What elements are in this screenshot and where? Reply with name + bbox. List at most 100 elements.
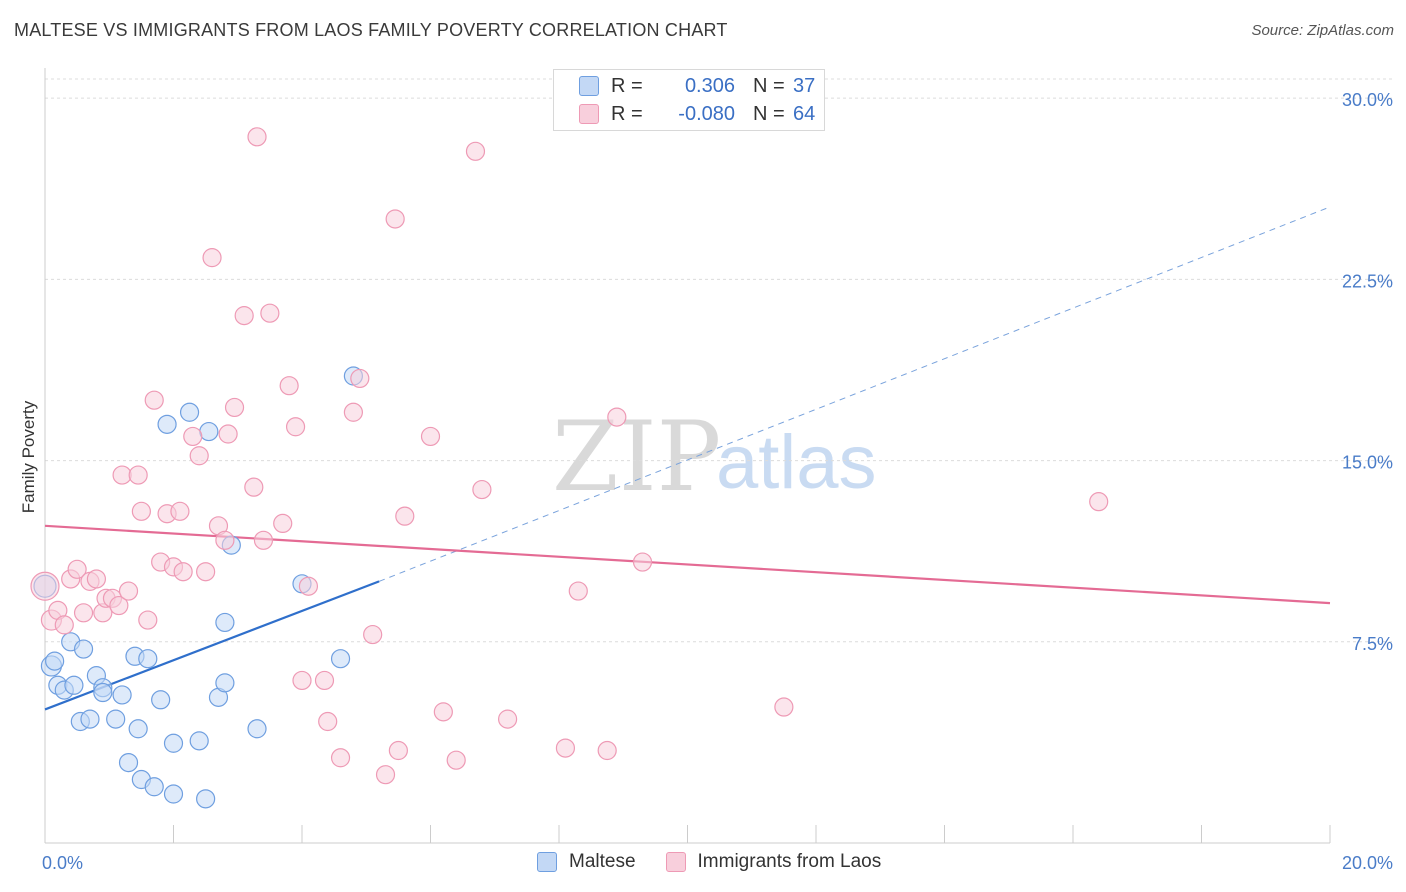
maltese-point [330,649,351,669]
maltese-point [118,752,139,773]
legend-n-value: 64 [793,102,816,125]
laos-point [420,426,441,447]
laos-point [388,740,408,761]
maltese-point [189,731,209,751]
maltese-point [93,682,113,703]
watermark: ZIP atlas [552,401,877,513]
laos-point [465,141,486,161]
maltese-point [199,421,219,442]
laos-point [144,390,164,410]
y-tick-label: 7.5% [1352,634,1393,654]
laos-point [196,562,216,582]
chart-title: MALTESE VS IMMIGRANTS FROM LAOS FAMILY P… [14,20,728,40]
laos-point [234,306,254,326]
laos-point [350,368,370,389]
laos-point [285,417,306,437]
laos-point [607,407,627,427]
legend-row-maltese: R = 0.306 N = 37 [554,72,815,100]
maltese-point [151,690,171,710]
laos-point [183,426,203,447]
laos-point [67,559,87,579]
maltese-point [128,719,148,739]
maltese-point [215,612,235,633]
laos-point [170,501,190,521]
maltese-point [157,414,177,434]
axes [44,68,1331,844]
x-tick-label: 0.0% [42,853,83,873]
legend-r-value: 0.306 [684,74,735,97]
laos-point [385,209,405,229]
laos-point [109,595,129,616]
laos-point [433,702,453,722]
axis-labels: 7.5% 15.0% 22.5% 30.0% 0.0% 20.0% Family Pover… [19,90,1393,873]
legend-r-value: -0.080 [678,102,735,125]
source-credit: Source: ZipAtlas.com [1251,22,1394,39]
y-tick-label: 22.5% [1342,271,1393,291]
legend-row-laos: R = -0.080 N = 64 [554,100,815,128]
laos-point [555,738,576,758]
laos-point [173,562,193,582]
laos-point [112,465,132,485]
maltese-point [144,777,164,797]
laos-point [224,397,245,418]
laos-point [343,402,363,422]
laos-point [498,709,518,729]
laos-point [279,376,299,396]
legend-n-value: 37 [793,74,816,97]
laos-point [30,571,60,601]
maltese-point [64,675,84,695]
series-swatch-blue [537,852,557,872]
series-legend-maltese[interactable]: Maltese [537,851,636,873]
maltese-point [138,649,158,669]
laos-point [73,603,94,623]
legend-r-label: R = [611,102,643,125]
laos-point [298,576,319,596]
maltese-point [80,709,100,729]
laos-point [128,465,148,485]
laos-point [189,446,209,466]
maltese-trendline-extension [378,206,1331,582]
laos-point [131,501,151,521]
series-swatch-pink [665,852,686,872]
laos-point [253,530,274,550]
maltese-point [45,651,65,671]
maltese-point [247,719,267,739]
laos-point [446,750,466,770]
series-legend-laos[interactable]: Immigrants from Laos [665,851,882,873]
maltese-point [196,789,216,809]
x-tick-label: 20.0% [1342,853,1393,873]
laos-point [54,615,74,635]
data-points [30,127,1109,809]
laos-point [597,740,617,761]
laos-point [260,303,280,323]
laos-point [273,513,293,534]
series-label-laos: Immigrants from Laos [697,851,882,872]
laos-point [632,552,653,572]
laos-point [363,624,383,645]
laos-point [314,670,335,691]
y-axis-label: Family Poverty [19,400,38,513]
legend-n-label: N = [753,102,785,125]
laos-point [138,610,158,630]
laos-point [395,506,415,526]
laos-point [86,569,107,589]
laos-trendline [44,524,1331,605]
y-tick-label: 30.0% [1342,90,1393,110]
laos-point [292,670,312,691]
laos-point [330,748,351,768]
laos-point [1089,492,1109,512]
legend-r-label: R = [611,74,643,97]
maltese-point [163,733,184,753]
maltese-point [179,402,200,422]
laos-point [375,765,396,785]
grid [45,78,1392,643]
laos-point [774,697,794,717]
laos-point [568,581,588,601]
series-label-maltese: Maltese [569,851,636,872]
legend-swatch-pink [579,104,599,124]
laos-point [218,424,238,444]
laos-point [202,248,222,268]
laos-point [247,127,267,147]
maltese-point [163,784,184,804]
